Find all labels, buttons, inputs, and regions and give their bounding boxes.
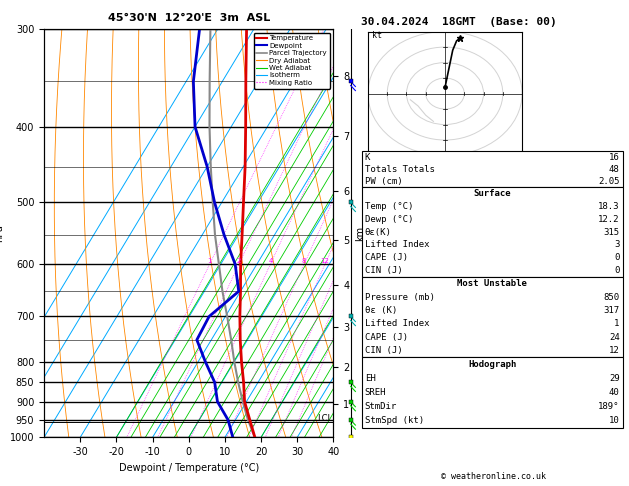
- Text: K: K: [365, 153, 370, 162]
- Text: kt: kt: [372, 31, 382, 40]
- Text: PW (cm): PW (cm): [365, 176, 403, 186]
- Text: 1: 1: [208, 258, 212, 264]
- Title: 45°30'N  12°20'E  3m  ASL: 45°30'N 12°20'E 3m ASL: [108, 13, 270, 23]
- Text: 2: 2: [237, 258, 241, 264]
- Text: 29: 29: [609, 374, 620, 383]
- Y-axis label: km
ASL: km ASL: [355, 224, 377, 243]
- Text: Dewp (°C): Dewp (°C): [365, 215, 413, 224]
- Text: 850: 850: [603, 293, 620, 302]
- Text: 10: 10: [609, 416, 620, 425]
- Y-axis label: hPa: hPa: [0, 225, 4, 242]
- X-axis label: Dewpoint / Temperature (°C): Dewpoint / Temperature (°C): [119, 463, 259, 473]
- Text: 0: 0: [614, 253, 620, 262]
- Text: 24: 24: [609, 332, 620, 342]
- Text: 0: 0: [614, 266, 620, 275]
- Text: 12: 12: [321, 258, 330, 264]
- Text: LCL: LCL: [317, 414, 332, 423]
- Text: 18.3: 18.3: [598, 202, 620, 211]
- Text: Lifted Index: Lifted Index: [365, 241, 430, 249]
- Text: 1: 1: [614, 319, 620, 329]
- Text: 40: 40: [609, 388, 620, 397]
- Text: θε(K): θε(K): [365, 227, 392, 237]
- Text: Surface: Surface: [474, 189, 511, 198]
- Text: Totals Totals: Totals Totals: [365, 165, 435, 174]
- Text: 12.2: 12.2: [598, 215, 620, 224]
- Text: CIN (J): CIN (J): [365, 346, 403, 355]
- Text: 30.04.2024  18GMT  (Base: 00): 30.04.2024 18GMT (Base: 00): [361, 17, 557, 27]
- Text: 48: 48: [609, 165, 620, 174]
- Text: Hodograph: Hodograph: [468, 360, 516, 369]
- Text: © weatheronline.co.uk: © weatheronline.co.uk: [442, 472, 546, 481]
- Text: 8: 8: [302, 258, 306, 264]
- Text: 3: 3: [614, 241, 620, 249]
- Text: StmDir: StmDir: [365, 402, 397, 411]
- Text: θε (K): θε (K): [365, 306, 397, 315]
- Text: Most Unstable: Most Unstable: [457, 279, 527, 288]
- Text: CIN (J): CIN (J): [365, 266, 403, 275]
- Text: 16: 16: [609, 153, 620, 162]
- Text: SREH: SREH: [365, 388, 386, 397]
- Text: Lifted Index: Lifted Index: [365, 319, 430, 329]
- Text: 317: 317: [603, 306, 620, 315]
- Text: 315: 315: [603, 227, 620, 237]
- Text: 4: 4: [268, 258, 272, 264]
- Text: StmSpd (kt): StmSpd (kt): [365, 416, 424, 425]
- Text: 189°: 189°: [598, 402, 620, 411]
- Text: 12: 12: [609, 346, 620, 355]
- Text: 2.05: 2.05: [598, 176, 620, 186]
- Text: Temp (°C): Temp (°C): [365, 202, 413, 211]
- Text: Pressure (mb): Pressure (mb): [365, 293, 435, 302]
- Text: CAPE (J): CAPE (J): [365, 332, 408, 342]
- Legend: Temperature, Dewpoint, Parcel Trajectory, Dry Adiabat, Wet Adiabat, Isotherm, Mi: Temperature, Dewpoint, Parcel Trajectory…: [253, 33, 330, 88]
- Text: CAPE (J): CAPE (J): [365, 253, 408, 262]
- Text: EH: EH: [365, 374, 376, 383]
